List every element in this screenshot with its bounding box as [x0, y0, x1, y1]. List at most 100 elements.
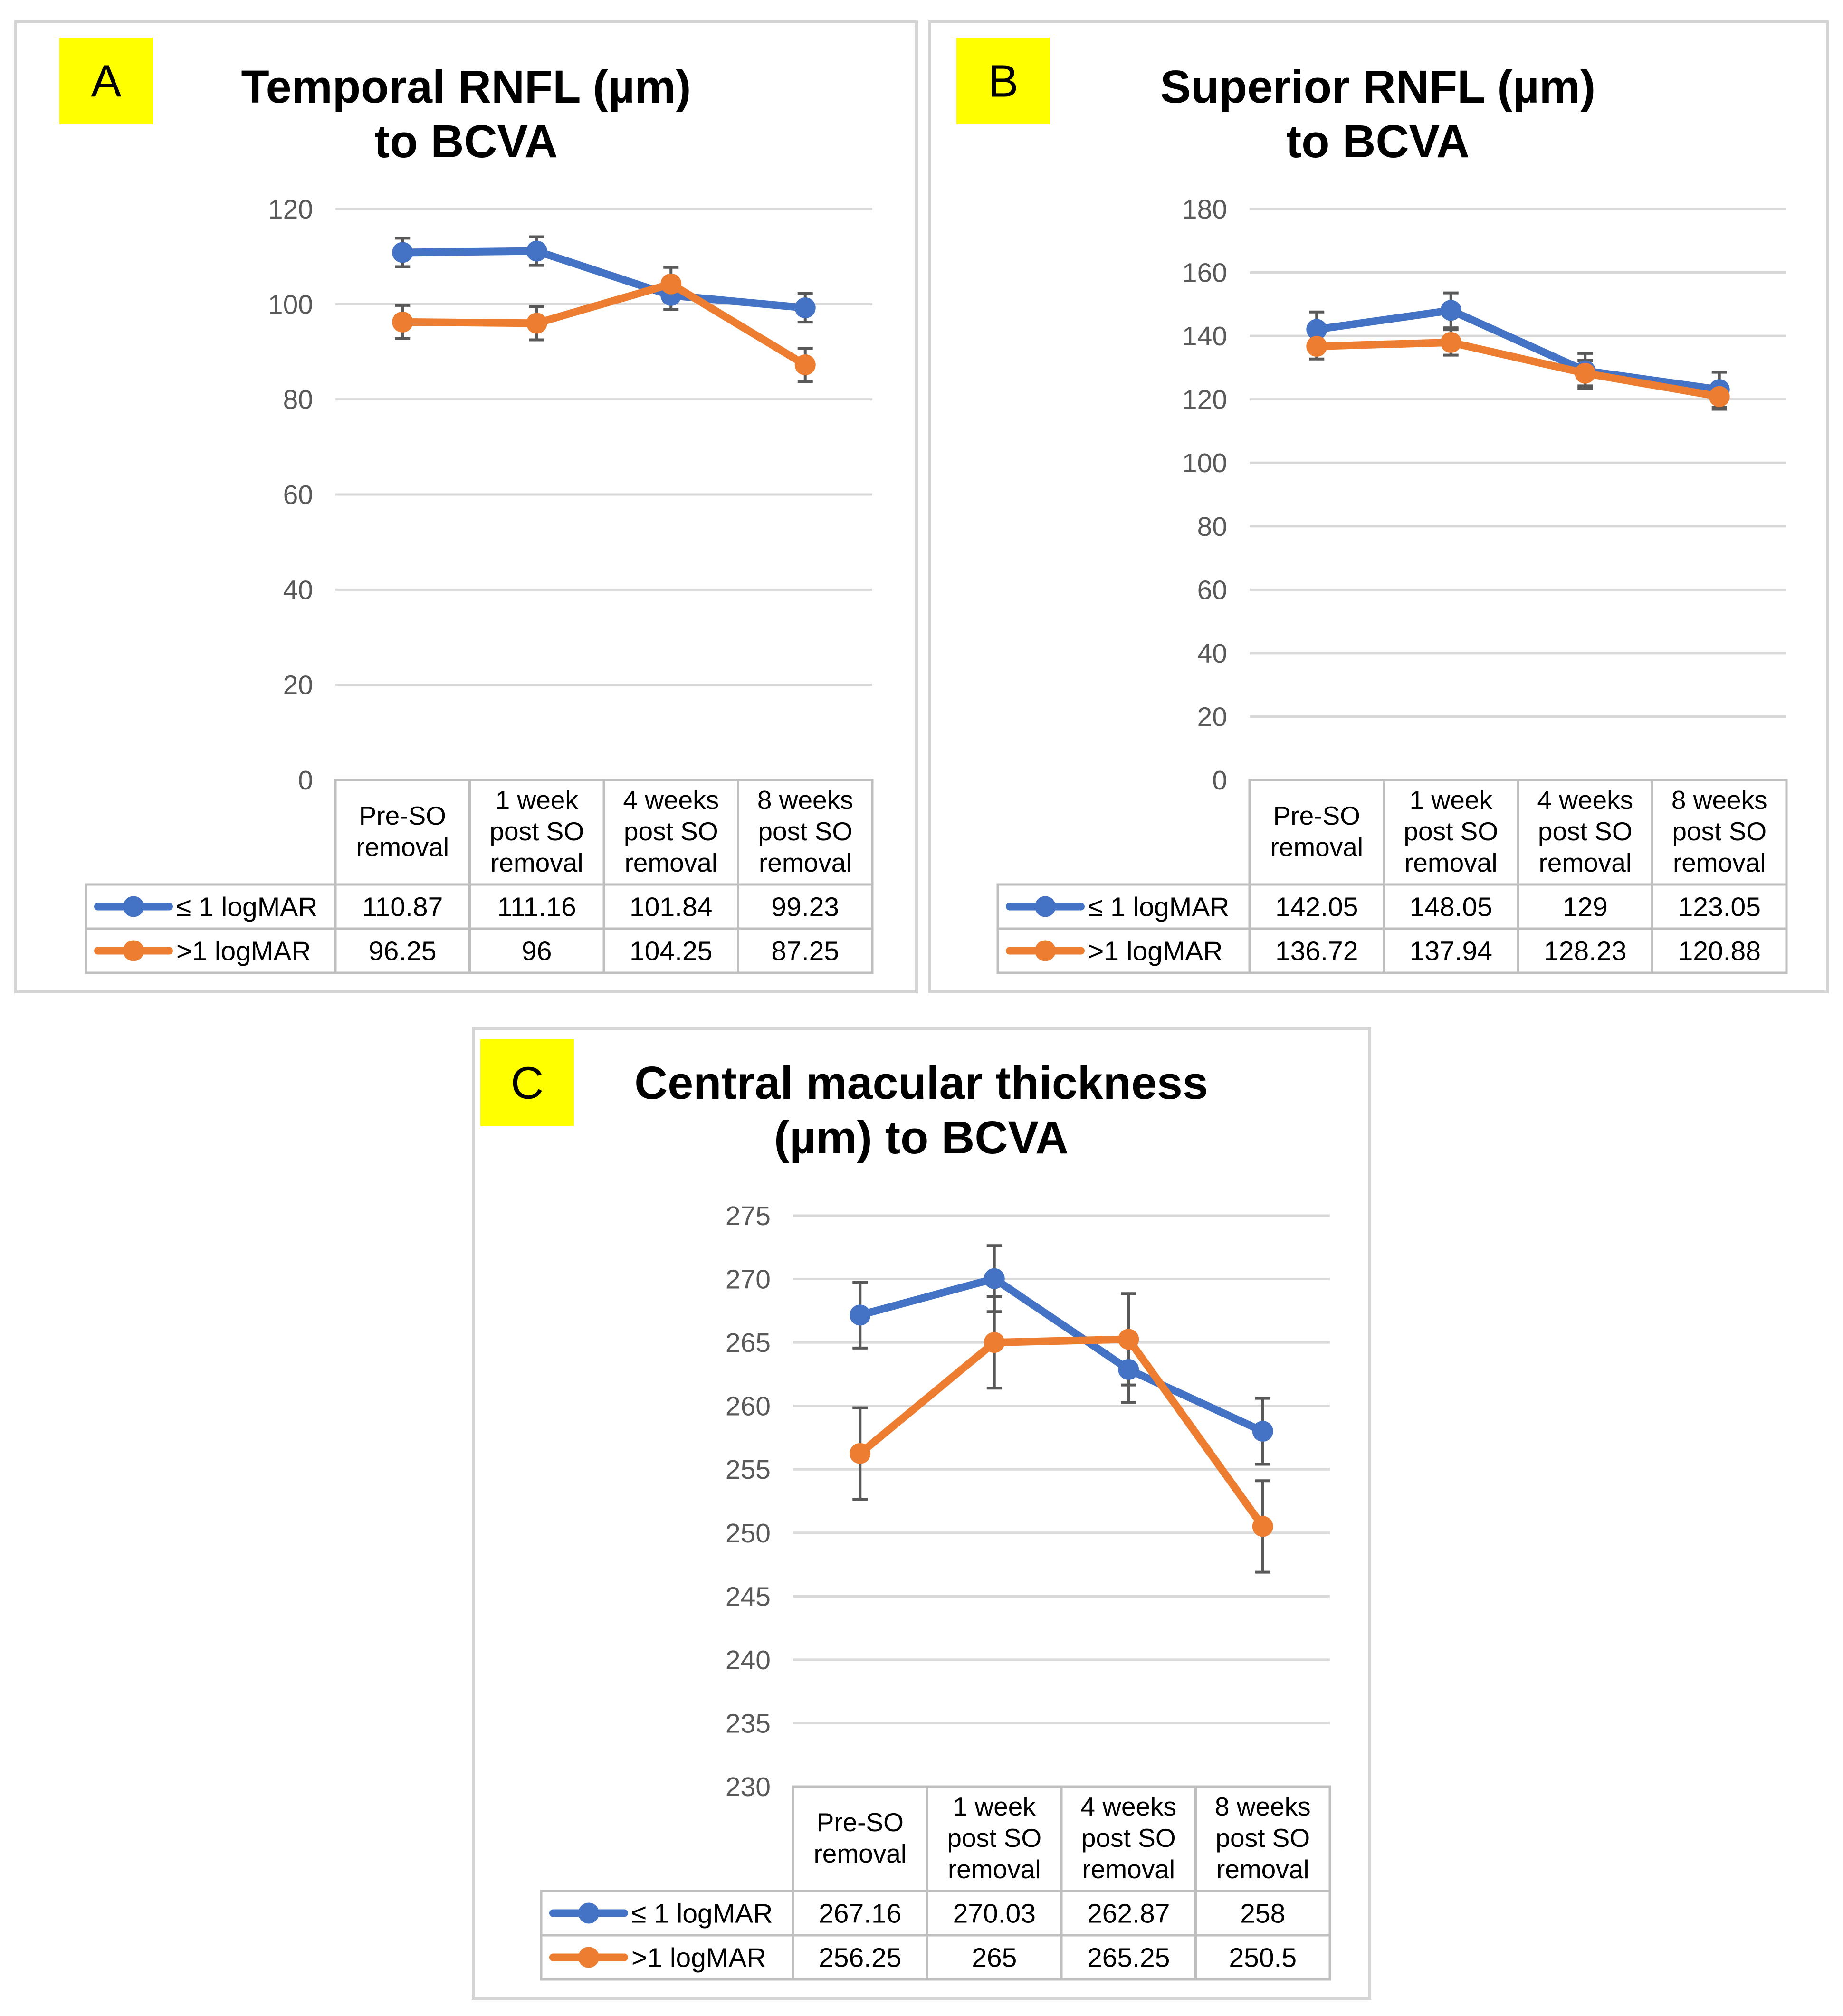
- chart-c-legend-label-1: >1 logMAR: [631, 1943, 766, 1973]
- chart-panel-b: B Superior RNFL (µm) to BCVA 0 20 40 60 80 100 12…: [928, 20, 1829, 993]
- chart-a-title-line-1: Temporal RNFL (µm): [241, 61, 691, 113]
- chart-c-table-value: 265: [972, 1943, 1017, 1973]
- chart-b-legend-marker-0: [1035, 896, 1056, 917]
- chart-b-series-line-0: [1313, 306, 1723, 394]
- chart-a-category-label: post SO: [758, 817, 852, 846]
- chart-b-y-tick-label: 100: [1182, 448, 1227, 478]
- chart-panel-a: A Temporal RNFL (µm) to BCVA 0 20 40 60 80 100 12…: [14, 20, 918, 993]
- chart-c-table-value: 258: [1240, 1899, 1285, 1929]
- chart-b-category-label: 1 week: [1410, 785, 1493, 815]
- chart-b-y-tick-label: 120: [1182, 385, 1227, 415]
- chart-c-y-tick-label: 235: [726, 1708, 771, 1739]
- chart-b-table-value: 137.94: [1410, 936, 1492, 967]
- chart-a-data-point-0: [794, 297, 816, 319]
- panel-c-badge: [480, 1039, 574, 1126]
- chart-a-table-value: 99.23: [771, 892, 839, 922]
- chart-c-category-label: removal: [813, 1839, 907, 1868]
- chart-a-legend-label-1: >1 logMAR: [176, 936, 311, 967]
- chart-a-category-label: post SO: [489, 817, 584, 846]
- chart-a-legend-marker-0: [123, 896, 144, 917]
- chart-b-legend-marker-1: [1035, 940, 1056, 961]
- chart-a-table-value: 111.16: [497, 892, 576, 922]
- chart-b-y-tick-label: 160: [1182, 258, 1227, 288]
- panel-b-badge: [956, 38, 1050, 124]
- chart-panel-c: C Central macular thickness (µm) to BCVA 23…: [472, 1027, 1371, 2000]
- chart-c-data-point-0: [1118, 1359, 1139, 1380]
- chart-a-category-label: removal: [759, 848, 852, 877]
- chart-c-category-label: post SO: [1081, 1823, 1176, 1853]
- chart-c-y-tick-label: 255: [726, 1455, 771, 1485]
- chart-c-table-value: 262.87: [1087, 1899, 1170, 1929]
- chart-a-table-value: 110.87: [362, 892, 443, 922]
- chart-a-table-value: 96: [522, 936, 552, 967]
- chart-c-y-tick-label: 275: [726, 1201, 771, 1231]
- chart-c-category-label: 1 week: [953, 1792, 1036, 1821]
- chart-b-data-point-0: [1440, 300, 1461, 321]
- chart-b-category-label: post SO: [1538, 817, 1633, 846]
- chart-b-category-label: removal: [1673, 848, 1766, 877]
- chart-a-data-point-1: [660, 273, 682, 295]
- chart-a-data-point-1: [794, 354, 816, 376]
- chart-b-category-label: 8 weeks: [1671, 785, 1767, 815]
- chart-a-category-label: 4 weeks: [623, 785, 719, 815]
- chart-b-table-value: 142.05: [1275, 892, 1358, 922]
- chart-a-legend-label-0: ≤ 1 logMAR: [176, 892, 317, 922]
- chart-c-data-point-1: [984, 1332, 1005, 1353]
- chart-b-table-value: 123.05: [1678, 892, 1761, 922]
- chart-c-category-label: 8 weeks: [1215, 1792, 1311, 1821]
- chart-c-legend-marker-1: [578, 1947, 599, 1968]
- chart-c-y-tick-label: 260: [726, 1391, 771, 1422]
- chart-b-data-point-1: [1440, 332, 1461, 353]
- chart-a-table-value: 87.25: [771, 936, 839, 967]
- chart-c-category-label: removal: [1082, 1854, 1175, 1884]
- chart-b-legend-label-1: >1 logMAR: [1088, 936, 1223, 967]
- chart-a-series-line-1: [399, 280, 809, 369]
- chart-c-category-label: post SO: [1215, 1823, 1310, 1853]
- chart-b-table-value: 136.72: [1275, 936, 1358, 967]
- chart-a-legend-marker-1: [123, 940, 144, 961]
- chart-c-category-label: removal: [948, 1854, 1041, 1884]
- chart-c-series-line-0: [856, 1274, 1267, 1436]
- chart-a-y-tick-label: 0: [298, 765, 313, 796]
- chart-c-y-tick-label: 250: [726, 1518, 771, 1549]
- chart-c-data-point-1: [1118, 1329, 1139, 1350]
- panel-a-badge: [59, 38, 153, 124]
- chart-a-category-label: removal: [624, 848, 717, 877]
- chart-a-y-tick-label: 80: [283, 385, 313, 415]
- chart-c-legend-label-0: ≤ 1 logMAR: [631, 1899, 773, 1929]
- chart-a-y-tick-label: 60: [283, 480, 313, 510]
- chart-a-y-tick-label: 20: [283, 670, 313, 701]
- chart-a-category-label: removal: [490, 848, 583, 877]
- chart-c-y-tick-label: 265: [726, 1328, 771, 1358]
- chart-a-svg: A Temporal RNFL (µm)to BCVA 0 20 40 60 80 100 12…: [59, 38, 874, 974]
- chart-a-category-label: 8 weeks: [757, 785, 853, 815]
- chart-b-category-label: removal: [1538, 848, 1632, 877]
- chart-b-data-point-0: [1306, 319, 1327, 340]
- chart-c-table-value: 256.25: [819, 1943, 901, 1973]
- chart-b-y-tick-label: 180: [1182, 194, 1227, 225]
- chart-a-category-label: removal: [356, 832, 449, 862]
- chart-a-category-label: Pre-SO: [359, 801, 446, 830]
- chart-a-table-value: 104.25: [630, 936, 712, 967]
- chart-a-table-value: 96.25: [369, 936, 437, 967]
- chart-b-data-point-1: [1306, 336, 1327, 357]
- panel-a-badge-label: A: [91, 56, 121, 107]
- chart-c-data-point-0: [1252, 1421, 1273, 1442]
- chart-b-y-tick-label: 80: [1197, 512, 1227, 542]
- chart-c-data-point-1: [1252, 1516, 1273, 1537]
- chart-a-title-line-2: to BCVA: [374, 115, 558, 167]
- chart-b-category-label: post SO: [1672, 817, 1767, 846]
- chart-c-table-value: 267.16: [819, 1899, 901, 1929]
- chart-b-y-tick-label: 0: [1212, 765, 1227, 796]
- chart-c-category-label: 4 weeks: [1080, 1792, 1176, 1821]
- chart-a-data-point-0: [526, 240, 547, 262]
- chart-b-data-point-1: [1709, 386, 1730, 407]
- chart-a-table-value: 101.84: [630, 892, 712, 922]
- chart-b-table-value: 148.05: [1410, 892, 1492, 922]
- chart-b-y-tick-label: 40: [1197, 638, 1227, 669]
- chart-c-title-line-2: (µm) to BCVA: [774, 1112, 1069, 1163]
- chart-c-category-label: Pre-SO: [817, 1807, 904, 1837]
- chart-b-y-tick-label: 60: [1197, 575, 1227, 605]
- chart-b-category-label: 4 weeks: [1537, 785, 1633, 815]
- chart-c-title-line-1: Central macular thickness: [634, 1057, 1208, 1109]
